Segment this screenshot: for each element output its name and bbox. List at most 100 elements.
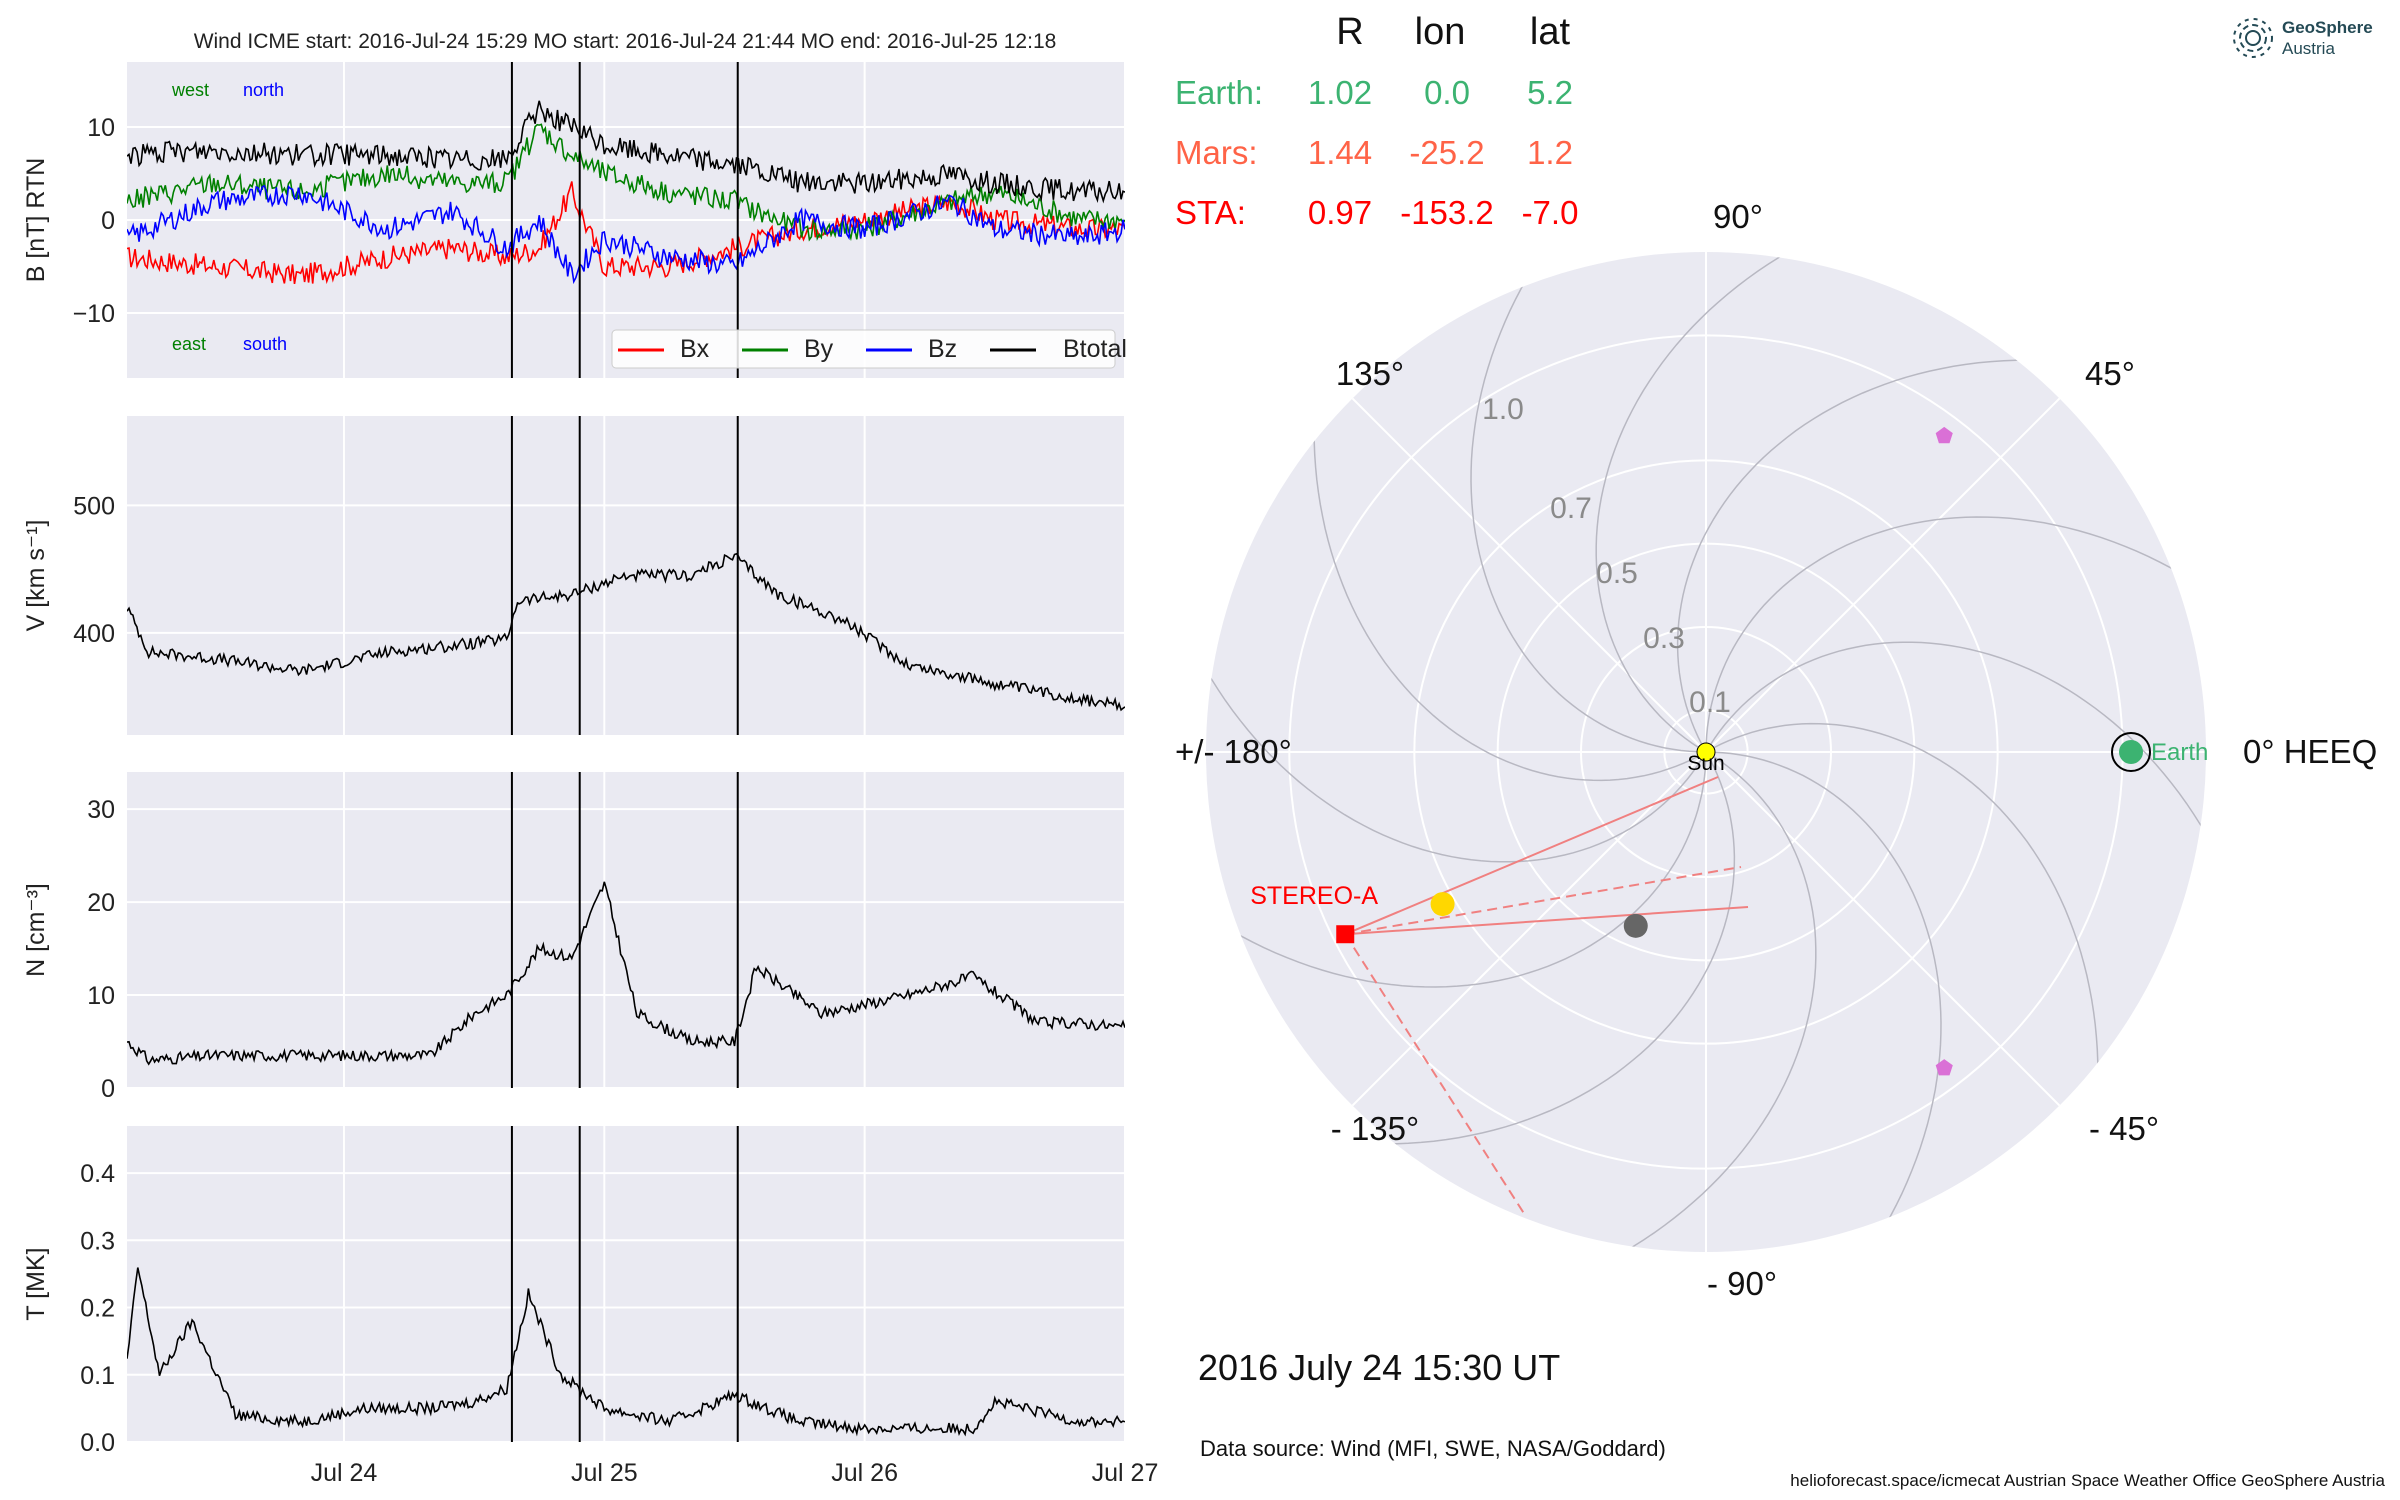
y-tick-label: 0.4 (80, 1160, 115, 1188)
angle-tick-label: 0° HEEQ (2243, 733, 2377, 770)
y-tick-label: −10 (73, 300, 115, 328)
angle-tick-label: 45° (2085, 355, 2135, 392)
angular-gridline (1351, 397, 1707, 753)
spacecraft-marker-pentagon (1935, 426, 1953, 444)
planet-marker-gray (1623, 913, 1648, 938)
header-lat: lat (1530, 11, 1571, 53)
angle-tick-label: +/- 180° (1175, 733, 1292, 770)
fov-line-dashed (1344, 933, 1526, 1216)
parker-spiral-line (1676, 359, 2043, 753)
footer-credits: helioforecast.space/icmecat Austrian Spa… (1790, 1471, 2385, 1490)
y-axis-label: T [MK] (22, 1247, 50, 1320)
position-lat: -7.0 (1522, 194, 1579, 231)
y-axis-label: N [cm⁻³] (22, 883, 50, 977)
stereo-a-view-lines (1344, 776, 1749, 1216)
y-tick-label: 0.3 (80, 1227, 115, 1255)
legend-label-by: By (804, 335, 834, 363)
parker-spiral-line (1705, 751, 1942, 1240)
series-group (127, 100, 1125, 285)
panel-background (127, 1126, 1125, 1442)
radial-tick-label: 0.5 (1596, 557, 1638, 590)
parker-spiral-line (1313, 415, 1707, 782)
insitu-title: Wind ICME start: 2016-Jul-24 15:29 MO st… (194, 30, 1057, 53)
panel-background (127, 416, 1125, 735)
angle-tick-label: 135° (1336, 355, 1404, 392)
position-lat: 5.2 (1527, 74, 1573, 111)
series-group (127, 1267, 1125, 1437)
y-tick-label: 0 (101, 1075, 115, 1103)
logo-line2: Austria (2282, 39, 2335, 58)
position-name: STA: (1175, 194, 1246, 231)
y-tick-label: 0.2 (80, 1295, 115, 1323)
x-tick-label: Jul 26 (831, 1459, 898, 1487)
fov-line (1345, 906, 1749, 936)
density-panel: 30 20 10 0 N [cm⁻³] (22, 772, 1126, 1103)
angle-tick-label: - 135° (1331, 1110, 1419, 1147)
position-name: Mars: (1175, 134, 1258, 171)
radial-tick-label: 0.1 (1689, 686, 1731, 719)
fov-line-dashed (1345, 866, 1742, 936)
x-tick-label: Jul 24 (311, 1459, 378, 1487)
series-line-v (127, 552, 1125, 712)
position-lon: 0.0 (1424, 74, 1470, 111)
parker-spiral-line (1705, 722, 2099, 1089)
x-tick-label: Jul 27 (1092, 1459, 1159, 1487)
legend-box (611, 329, 1116, 369)
series-group (127, 552, 1125, 712)
stereo-a-label: STEREO-A (1250, 882, 1378, 910)
panel-background (127, 772, 1125, 1088)
spacecraft-marker-pentagon (1935, 1059, 1953, 1076)
heliosphere-polar-plot: 0.10.30.50.7 1.0 0° HEEQ 45° 90° 135° +/- 180°… (1175, 198, 2377, 1302)
position-r: 1.02 (1308, 74, 1372, 111)
radial-tick-label: 1.0 (1482, 393, 1524, 426)
y-tick-label: 10 (87, 982, 115, 1010)
earth-marker (2119, 740, 2143, 764)
earth-label: Earth (2151, 739, 2208, 766)
series-line-btotal (127, 100, 1125, 204)
series-line-t (127, 1267, 1125, 1437)
annotation-west: west (171, 80, 209, 100)
y-axis-label: B [nT] RTN (22, 158, 50, 283)
timestamp: 2016 July 24 15:30 UT (1198, 1347, 1560, 1388)
header-r: R (1336, 11, 1363, 53)
y-tick-label: 30 (87, 796, 115, 824)
earth-ring (2111, 732, 2151, 772)
x-tick-label: Jul 25 (571, 1459, 638, 1487)
parker-spiral-line (1705, 516, 2194, 753)
y-tick-label: 10 (87, 114, 115, 142)
radial-tick-label: 0.3 (1643, 622, 1685, 655)
geosphere-logo-icon (2233, 18, 2273, 58)
series-group (127, 881, 1125, 1066)
y-tick-label: 20 (87, 889, 115, 917)
legend: Bx By Bz Btotal (611, 329, 1127, 369)
positions-table: R lon lat Earth: 1.02 0.0 5.2 Mars: 1.44 -25.2… (1175, 11, 1578, 231)
y-axis-label: V [km s⁻¹] (22, 520, 50, 632)
angle-tick-label: 90° (1713, 198, 1763, 235)
series-line-bz (127, 184, 1125, 285)
annotation-south: south (243, 334, 287, 354)
annotation-north: north (243, 80, 284, 100)
legend-label-btotal: Btotal (1063, 335, 1127, 363)
parker-spiral-line (1218, 751, 1707, 988)
planet-marker-yellow (1430, 892, 1455, 917)
position-lat: 1.2 (1527, 134, 1573, 171)
angle-tick-label: - 90° (1707, 1265, 1777, 1302)
header-lon: lon (1415, 11, 1466, 53)
position-r: 0.97 (1308, 194, 1372, 231)
parker-spirals (1206, 252, 2206, 1252)
parker-spiral-line (1609, 751, 1817, 1252)
sun-marker (1696, 742, 1716, 762)
angle-tick-label: - 45° (2089, 1110, 2159, 1147)
parker-spiral-line (1595, 252, 1803, 753)
position-lon: -25.2 (1409, 134, 1484, 171)
angular-gridline (1705, 751, 2061, 1107)
sun-label: Sun (1687, 752, 1724, 775)
temperature-panel: 0.4 0.3 0.2 0.1 0.0 T [MK] Jul 24 Jul 25 Jul 26 J… (22, 1126, 1158, 1487)
y-tick-label: 0 (101, 207, 115, 235)
y-tick-label: 400 (73, 620, 115, 648)
legend-label-bz: Bz (928, 335, 957, 363)
legend-label-bx: Bx (680, 335, 710, 363)
y-tick-label: 0.1 (80, 1362, 115, 1390)
y-tick-label: 0.0 (80, 1429, 115, 1457)
stereo-a-marker (1336, 925, 1355, 944)
